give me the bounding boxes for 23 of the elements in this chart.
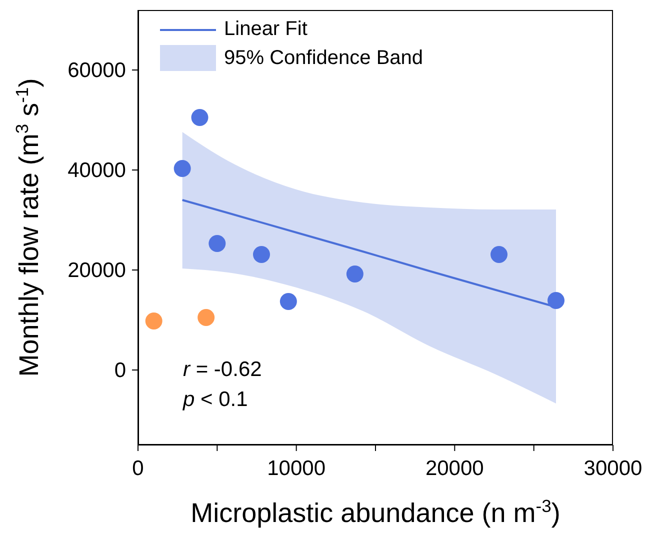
point (253, 246, 270, 263)
point (346, 266, 364, 282)
y-tick-label: 60000 (68, 59, 126, 82)
point (208, 235, 226, 252)
annotation: 95% Confidence Band (224, 46, 424, 70)
x-tick-label: 30000 (584, 457, 642, 480)
annotation: p < 0.1 (183, 387, 249, 413)
point (191, 109, 208, 126)
y-tick-label: 0 (114, 359, 126, 382)
point (280, 293, 297, 310)
x-tick-label: 20000 (425, 457, 484, 480)
x-tick-label: 10000 (267, 457, 326, 480)
point (174, 160, 191, 177)
legend-label: Linear Fit (224, 18, 308, 41)
y-tick-label: 40000 (68, 159, 126, 182)
annotation: r = -0.62 (183, 357, 262, 383)
point (548, 292, 564, 309)
x-axis-title: Microplastic abundance (n m$^{-3}$) (190, 496, 560, 528)
point (490, 246, 508, 263)
y-tick-label: 20000 (68, 259, 126, 282)
point (145, 312, 162, 330)
point (198, 309, 215, 326)
x-tick-label: 0 (132, 457, 144, 480)
